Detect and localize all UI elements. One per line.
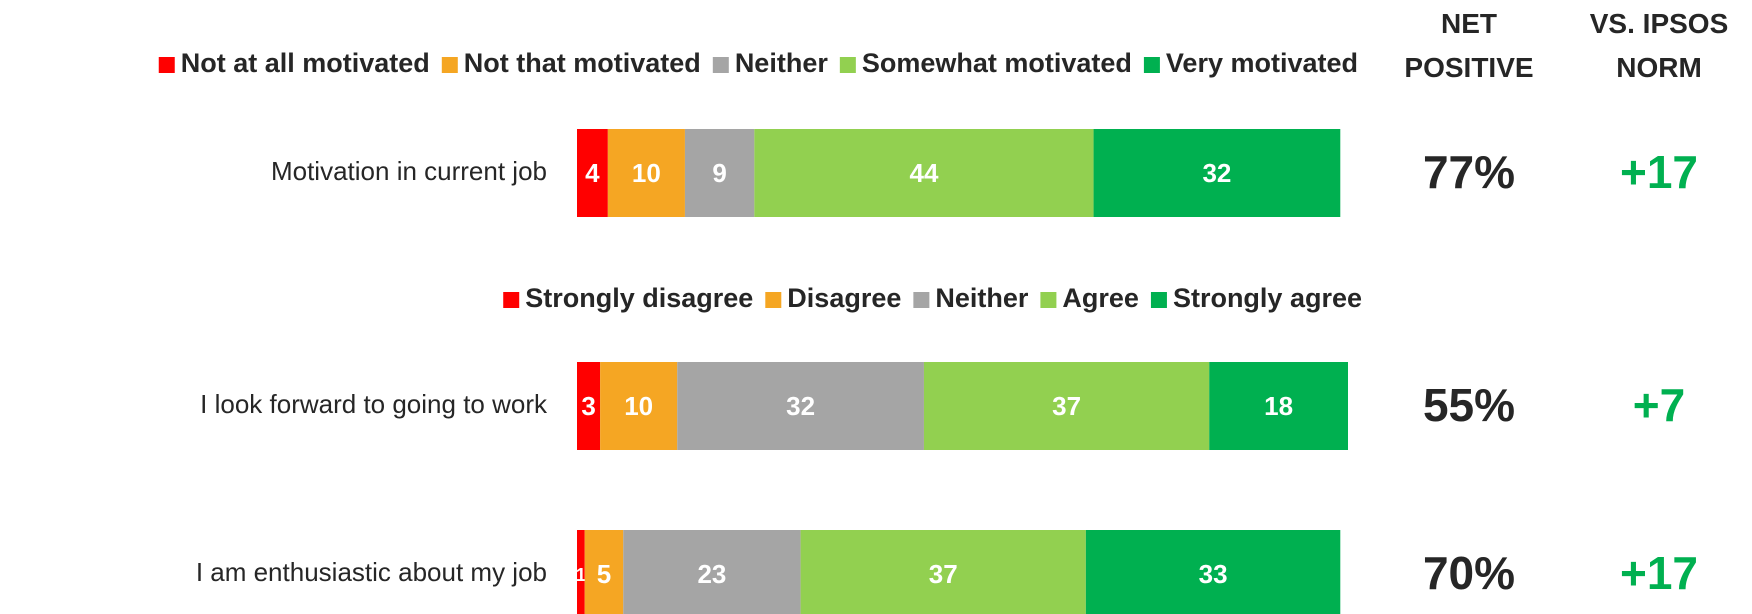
bar-segment	[684, 129, 755, 217]
data-label: 10	[624, 391, 653, 421]
legend-swatch	[712, 57, 729, 73]
bar-segment	[1093, 129, 1341, 217]
legend-label: Strongly agree	[1173, 283, 1362, 313]
bar-segment	[677, 362, 924, 450]
data-label: 10	[632, 158, 661, 188]
data-label: 37	[929, 559, 958, 589]
legend-label: Strongly disagree	[525, 283, 753, 313]
category-label: Motivation in current job	[271, 156, 547, 186]
data-label: 32	[786, 391, 815, 421]
bar-segment	[607, 129, 685, 217]
legend-label: Not that motivated	[464, 48, 701, 78]
category-label: I look forward to going to work	[200, 389, 548, 419]
category-label: I am enthusiastic about my job	[196, 557, 547, 587]
data-label: 5	[597, 559, 611, 589]
data-label: 9	[712, 158, 726, 188]
legend-swatch	[765, 292, 782, 308]
bar-segment	[754, 129, 1094, 217]
bar-segment	[800, 530, 1086, 614]
legend-label: Not at all motivated	[181, 48, 430, 78]
bar-segment	[623, 530, 801, 614]
bar-segment	[577, 129, 608, 217]
legend-label: Somewhat motivated	[862, 48, 1132, 78]
vs-norm-value: +17	[1620, 146, 1698, 198]
data-label: 44	[909, 158, 938, 188]
legend-label: Disagree	[787, 283, 901, 313]
legend-swatch	[1143, 57, 1160, 73]
bar-segment	[923, 362, 1210, 450]
data-label: 4	[585, 158, 600, 188]
bar-segment	[600, 362, 678, 450]
bar-segment	[1085, 530, 1341, 614]
vs-norm-value: +17	[1620, 547, 1698, 599]
legend-label: Neither	[935, 283, 1029, 313]
data-label: 1	[576, 565, 586, 585]
data-label: 3	[581, 391, 595, 421]
data-label: 18	[1264, 391, 1293, 421]
vs-norm-header: VS. IPSOS NORM	[1589, 8, 1729, 83]
vs-norm-value: +7	[1633, 379, 1685, 431]
bar-segment	[577, 530, 585, 614]
data-label: 33	[1199, 559, 1228, 589]
legend-swatch	[158, 57, 175, 73]
data-label: 23	[697, 559, 726, 589]
bar-segment	[584, 530, 624, 614]
net-positive-value: 77%	[1423, 146, 1515, 198]
legend-swatch	[1150, 292, 1167, 308]
legend-swatch	[441, 57, 458, 73]
data-label: 37	[1052, 391, 1081, 421]
legend-swatch	[839, 57, 856, 73]
net-positive-value: 55%	[1423, 379, 1515, 431]
bar-segment	[577, 362, 601, 450]
bar-segment	[1209, 362, 1348, 450]
legend-label: Agree	[1062, 283, 1139, 313]
legend-swatch	[913, 292, 930, 308]
legend-swatch	[1040, 292, 1057, 308]
legend-label: Very motivated	[1166, 48, 1358, 78]
net-positive-value: 70%	[1423, 547, 1515, 599]
net-positive-header: NET POSITIVE	[1404, 8, 1534, 83]
legend-swatch	[503, 292, 520, 308]
data-label: 32	[1202, 158, 1231, 188]
legend-label: Neither	[735, 48, 829, 78]
